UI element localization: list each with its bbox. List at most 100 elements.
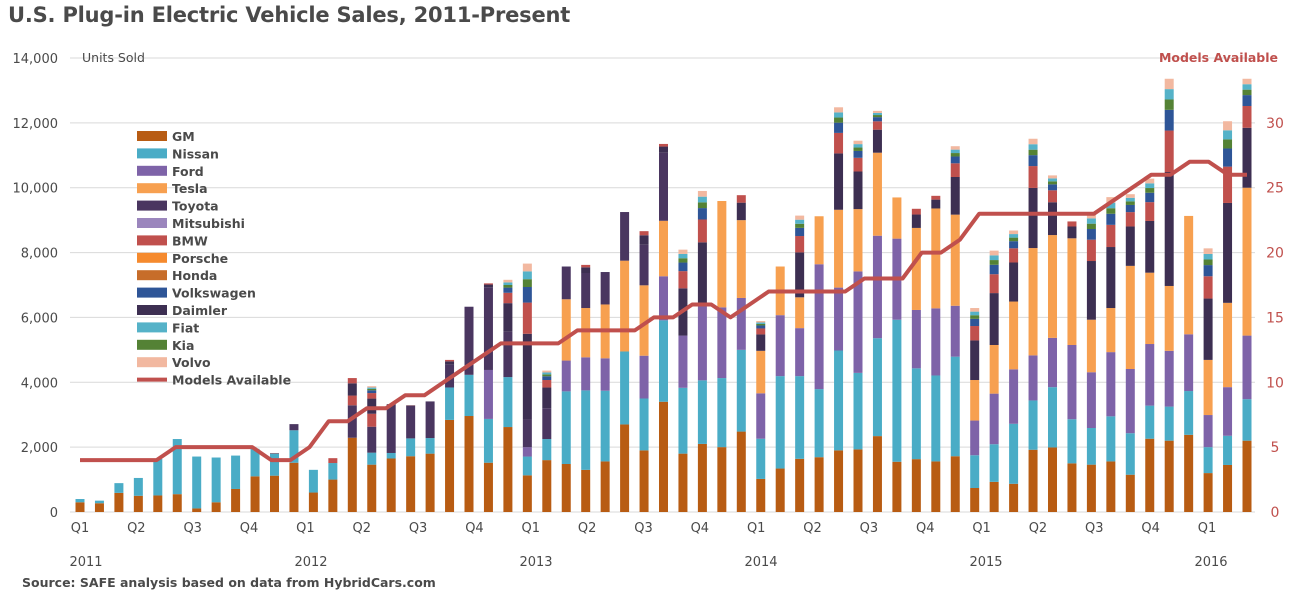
bar-segment-other (795, 227, 805, 237)
legend-label: BMW (172, 233, 208, 248)
bar-segment-ford (911, 309, 921, 369)
y2-tick-label: 15 (1266, 310, 1284, 326)
bar-segment-tesla (795, 297, 805, 329)
bar-segment-ford (483, 369, 493, 419)
x-tick-quarter: Q4 (465, 521, 484, 536)
bar-segment-gm (1106, 461, 1116, 512)
bar-segment-other (756, 323, 766, 326)
bar-segment-other (503, 287, 513, 293)
legend: GM Nissan Ford Tesla Toyota Mitsubishi BMW Pors… (137, 129, 291, 388)
legend-swatch (137, 270, 167, 281)
bar-segment-toyota (522, 419, 532, 448)
bar-segment-other (1067, 226, 1077, 239)
bar-segment-other (1009, 262, 1019, 302)
bar-segment-gm (114, 492, 124, 512)
bar-segment-other (1145, 178, 1155, 184)
bar-segment-tesla (853, 209, 863, 272)
legend-swatch (137, 252, 167, 263)
bar-segment-gm (1086, 464, 1096, 512)
legend-swatch (137, 165, 167, 176)
bar-segment-other (367, 390, 377, 394)
bar-segment-other (522, 271, 532, 280)
bar-segment-other (1028, 144, 1038, 150)
bar-segment-other (1164, 109, 1174, 131)
bar-segment-nissan (1028, 400, 1038, 450)
bar-segment-tesla (814, 216, 824, 265)
x-tick-quarter: Q4 (916, 521, 935, 536)
bar-segment-other (1106, 202, 1116, 209)
bar-segment-ford (522, 447, 532, 457)
bar-segment-nissan (1223, 435, 1233, 465)
bar-segment-ford (639, 355, 649, 399)
bar-segment-gm (425, 453, 435, 512)
bar-segment-other (950, 153, 960, 157)
x-tick-quarter: Q3 (409, 521, 428, 536)
bar-segment-bmw (367, 413, 377, 427)
bar-segment-other (522, 263, 532, 272)
bar-segment-gm (950, 456, 960, 512)
bar-segment-other (1145, 188, 1155, 193)
bar-segment-gm (542, 460, 552, 512)
bar-segment-other (911, 214, 921, 228)
bar-segment-ford (600, 358, 610, 391)
bar-segment-nissan (133, 477, 143, 496)
bar-segment-other (1125, 204, 1135, 213)
y2-tick-label: 5 (1271, 440, 1280, 456)
bar-segment-nissan (250, 448, 260, 477)
bar-segment-nissan (192, 456, 202, 509)
bar-segment-ford (561, 360, 571, 392)
bar-segment-tesla (1184, 215, 1194, 335)
bar-segment-tesla (1009, 301, 1019, 370)
bar-segment-other (1223, 139, 1233, 149)
bar-segment-other (697, 219, 707, 243)
y-tick-label: 6,000 (21, 311, 58, 326)
bar-segment-other (1223, 130, 1233, 140)
bar-segment-tesla (581, 308, 591, 358)
legend-swatch (137, 131, 167, 141)
bar-segment-tesla (1145, 272, 1155, 345)
bar-segment-gm (1203, 473, 1213, 512)
bar-segment-gm (678, 453, 688, 512)
bar-segment-other (970, 318, 980, 327)
bar-segment-tesla (1223, 302, 1233, 388)
bar-segment-nissan (1184, 391, 1194, 435)
legend-label: Nissan (172, 146, 219, 161)
bar-segment-other (756, 325, 766, 329)
bar-segment-other (834, 132, 844, 154)
bar-segment-other (989, 293, 999, 345)
bar-segment-other (970, 315, 980, 319)
x-tick-quarter: Q3 (183, 521, 202, 536)
bar-segment-gm (406, 456, 416, 512)
bar-segment-ford (814, 264, 824, 390)
bar-segment-ford (1009, 369, 1019, 424)
x-tick-year: 2015 (969, 555, 1002, 570)
bar-segment-nissan (172, 439, 182, 495)
bar-segment-gm (308, 492, 318, 512)
bar-segment-other (503, 285, 513, 288)
bar-segment-gm (600, 461, 610, 512)
y2-tick-label: 20 (1266, 246, 1284, 262)
bar-segment-other (989, 255, 999, 261)
bar-segment-nissan (153, 458, 163, 496)
x-tick-quarter: Q2 (578, 521, 597, 536)
bar-segment-nissan (1009, 423, 1019, 484)
bar-segment-other (1223, 202, 1233, 303)
bar-segment-nissan (386, 452, 396, 459)
bar-segment-nissan (542, 439, 552, 461)
bar-segment-other (911, 208, 921, 215)
bar-segment-other (1009, 248, 1019, 263)
bar-segment-nissan (970, 455, 980, 489)
bar-segment-toyota (386, 404, 396, 453)
bar-segment-gm (853, 449, 863, 512)
bar-segment-other (970, 311, 980, 316)
bar-segment-other (503, 292, 513, 304)
bar-segment-other (542, 387, 552, 409)
bar-segment-other (1223, 121, 1233, 131)
bar-segment-other (697, 196, 707, 203)
bar-segment-other (1009, 241, 1019, 249)
bar-segment-toyota (620, 212, 630, 261)
bar-segment-other (1203, 248, 1213, 254)
bar-segment-nissan (1086, 428, 1096, 465)
bar-segment-toyota (503, 331, 513, 378)
